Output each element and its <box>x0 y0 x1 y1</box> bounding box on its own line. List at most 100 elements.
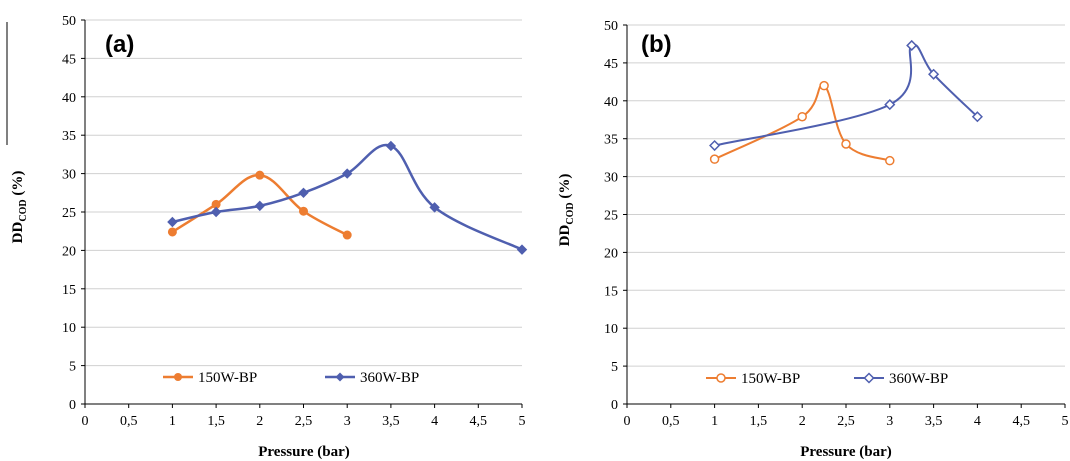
chart-a-ylabel-main: DD <box>10 221 26 243</box>
chart-a-series-0-point <box>255 170 265 180</box>
chart-a-series-1-point <box>516 244 528 255</box>
chart-b-xtick-label: 4 <box>974 414 981 429</box>
chart-b-xtick-label: 0,5 <box>662 414 680 429</box>
chart-a-xticks: 0 0,5 1 1,5 2 2,5 3 3,5 4 4,5 5 <box>82 414 526 429</box>
chart-a-series-1-point <box>385 140 397 152</box>
chart-b-ylabel-sub: COD <box>565 202 576 224</box>
chart-a-ytick-label: 30 <box>62 168 76 183</box>
chart-a-panel-label: (a) <box>105 31 134 58</box>
chart-b-series-1-point <box>971 111 983 123</box>
chart-a-xtick-label: 4 <box>431 414 438 429</box>
chart-b-ytick-label: 35 <box>604 133 618 148</box>
chart-b-series-0-point <box>819 80 829 91</box>
chart-b-xlabel: Pressure (bar) <box>800 444 892 460</box>
chart-a-ytick-label: 15 <box>62 283 76 298</box>
chart-a-series-1-point <box>210 206 222 218</box>
chart-b-series-1-point <box>709 139 721 152</box>
chart-b-xtick-label: 4,5 <box>1012 414 1030 429</box>
chart-b-legend-marker-150 <box>716 373 726 383</box>
chart-b-ytick-label: 5 <box>611 360 618 375</box>
chart-a-xtick-label: 1,5 <box>207 414 225 429</box>
chart-a-ylabel-sub: COD <box>18 199 29 221</box>
chart-a-series-1-point <box>341 168 353 179</box>
chart-b-ytick-label: 45 <box>604 57 618 72</box>
chart-b-ytick-label: 0 <box>611 398 618 413</box>
chart-b-legend-label-360: 360W-BP <box>889 371 948 387</box>
chart-a-xtick-label: 0,5 <box>120 414 138 429</box>
chart-a-series <box>167 140 528 255</box>
chart-b-ylabel-main: DD <box>557 224 573 246</box>
chart-a-yticks: 0 5 10 15 20 25 30 35 40 45 50 <box>62 14 76 413</box>
chart-b-ytick-label: 20 <box>604 246 618 261</box>
chart-a-series-1-point <box>429 202 440 213</box>
chart-b-ytick-label: 40 <box>604 95 618 110</box>
chart-a-legend-marker-150 <box>174 373 182 381</box>
chart-b-xtick-label: 1,5 <box>750 414 768 429</box>
chart-b: 0 5 10 15 20 25 30 35 40 45 50 0 0,5 1 1,5 2 2,5 3 3,5 4 4,… <box>557 19 1069 460</box>
chart-b-xtick-label: 2,5 <box>837 414 855 429</box>
chart-b-xtick-label: 0 <box>624 414 631 429</box>
chart-a-series-1-point <box>167 216 178 228</box>
chart-b-xtick-label: 2 <box>799 414 806 429</box>
chart-b-ytick-label: 50 <box>604 19 618 34</box>
chart-b-xtick-label: 3,5 <box>925 414 943 429</box>
chart-b-series-1-point <box>906 39 918 52</box>
chart-a-xtick-label: 2 <box>256 414 263 429</box>
chart-b-ylabel: DDCOD (%) <box>557 174 576 247</box>
chart-a-series-1-point <box>298 187 309 199</box>
chart-b-xtick-label: 5 <box>1062 414 1069 429</box>
chart-b-series-1-point <box>928 68 940 80</box>
chart-b-series-0-point <box>841 139 851 149</box>
chart-a-xlabel: Pressure (bar) <box>258 444 350 460</box>
chart-b-xtick-label: 1 <box>711 414 718 429</box>
chart-b-grid <box>627 24 1065 367</box>
chart-a-legend-label-150: 150W-BP <box>198 370 257 386</box>
chart-b-series <box>709 39 983 166</box>
chart-a-ytick-label: 25 <box>62 206 76 221</box>
chart-a-ytick-label: 10 <box>62 321 76 336</box>
chart-b-series-1-point <box>884 99 896 111</box>
chart-b-series-1-line <box>714 43 979 147</box>
chart-a-xtick-label: 3,5 <box>382 414 400 429</box>
chart-a: 0 5 10 15 20 25 30 35 40 45 50 0 0,5 1 1,5 2 2,5 3 3,5 4 4,… <box>10 14 528 460</box>
chart-a-series-0-point <box>167 227 177 237</box>
chart-a-legend-marker-360 <box>335 372 345 382</box>
chart-b-ytick-label: 25 <box>604 209 618 224</box>
chart-a-legend-label-360: 360W-BP <box>360 370 419 386</box>
chart-b-legend-label-150: 150W-BP <box>741 371 800 387</box>
chart-a-ytick-label: 40 <box>62 91 76 106</box>
chart-a-ytick-label: 20 <box>62 244 76 259</box>
chart-a-xtick-label: 4,5 <box>470 414 488 429</box>
chart-a-ylabel-tail: (%) <box>10 171 26 200</box>
chart-a-series-0-point <box>342 230 352 240</box>
chart-a-ytick-label: 50 <box>62 14 76 29</box>
chart-b-legend: 150W-BP 360W-BP <box>706 371 948 387</box>
chart-b-series-0-line <box>714 84 891 162</box>
chart-b-axes <box>623 24 1066 408</box>
chart-b-series-0-point <box>797 111 807 122</box>
chart-a-xtick-label: 1 <box>169 414 176 429</box>
chart-a-xtick-label: 2,5 <box>295 414 313 429</box>
chart-a-xtick-label: 5 <box>519 414 526 429</box>
chart-b-ytick-label: 15 <box>604 284 618 299</box>
chart-b-xticks: 0 0,5 1 1,5 2 2,5 3 3,5 4 4,5 5 <box>624 414 1069 429</box>
chart-b-legend-marker-360 <box>863 372 875 384</box>
chart-b-yticks: 0 5 10 15 20 25 30 35 40 45 50 <box>604 19 618 413</box>
chart-b-xtick-label: 3 <box>886 414 893 429</box>
chart-a-ytick-label: 35 <box>62 129 76 144</box>
chart-a-xtick-label: 0 <box>82 414 89 429</box>
chart-a-ylabel: DDCOD (%) <box>10 171 29 244</box>
chart-a-ytick-label: 0 <box>69 398 76 413</box>
chart-b-ytick-label: 10 <box>604 322 618 337</box>
chart-a-series-1-point <box>254 200 266 212</box>
chart-b-series-0-point <box>709 154 720 164</box>
chart-b-series-0-point <box>885 155 895 166</box>
chart-b-ylabel-tail: (%) <box>557 174 573 203</box>
chart-a-ytick-label: 45 <box>62 52 76 67</box>
chart-b-ytick-label: 30 <box>604 171 618 186</box>
chart-a-series-0-point <box>299 206 308 216</box>
chart-a-xtick-label: 3 <box>344 414 351 429</box>
chart-a-axes <box>81 19 523 408</box>
chart-a-legend: 150W-BP 360W-BP <box>163 370 419 386</box>
